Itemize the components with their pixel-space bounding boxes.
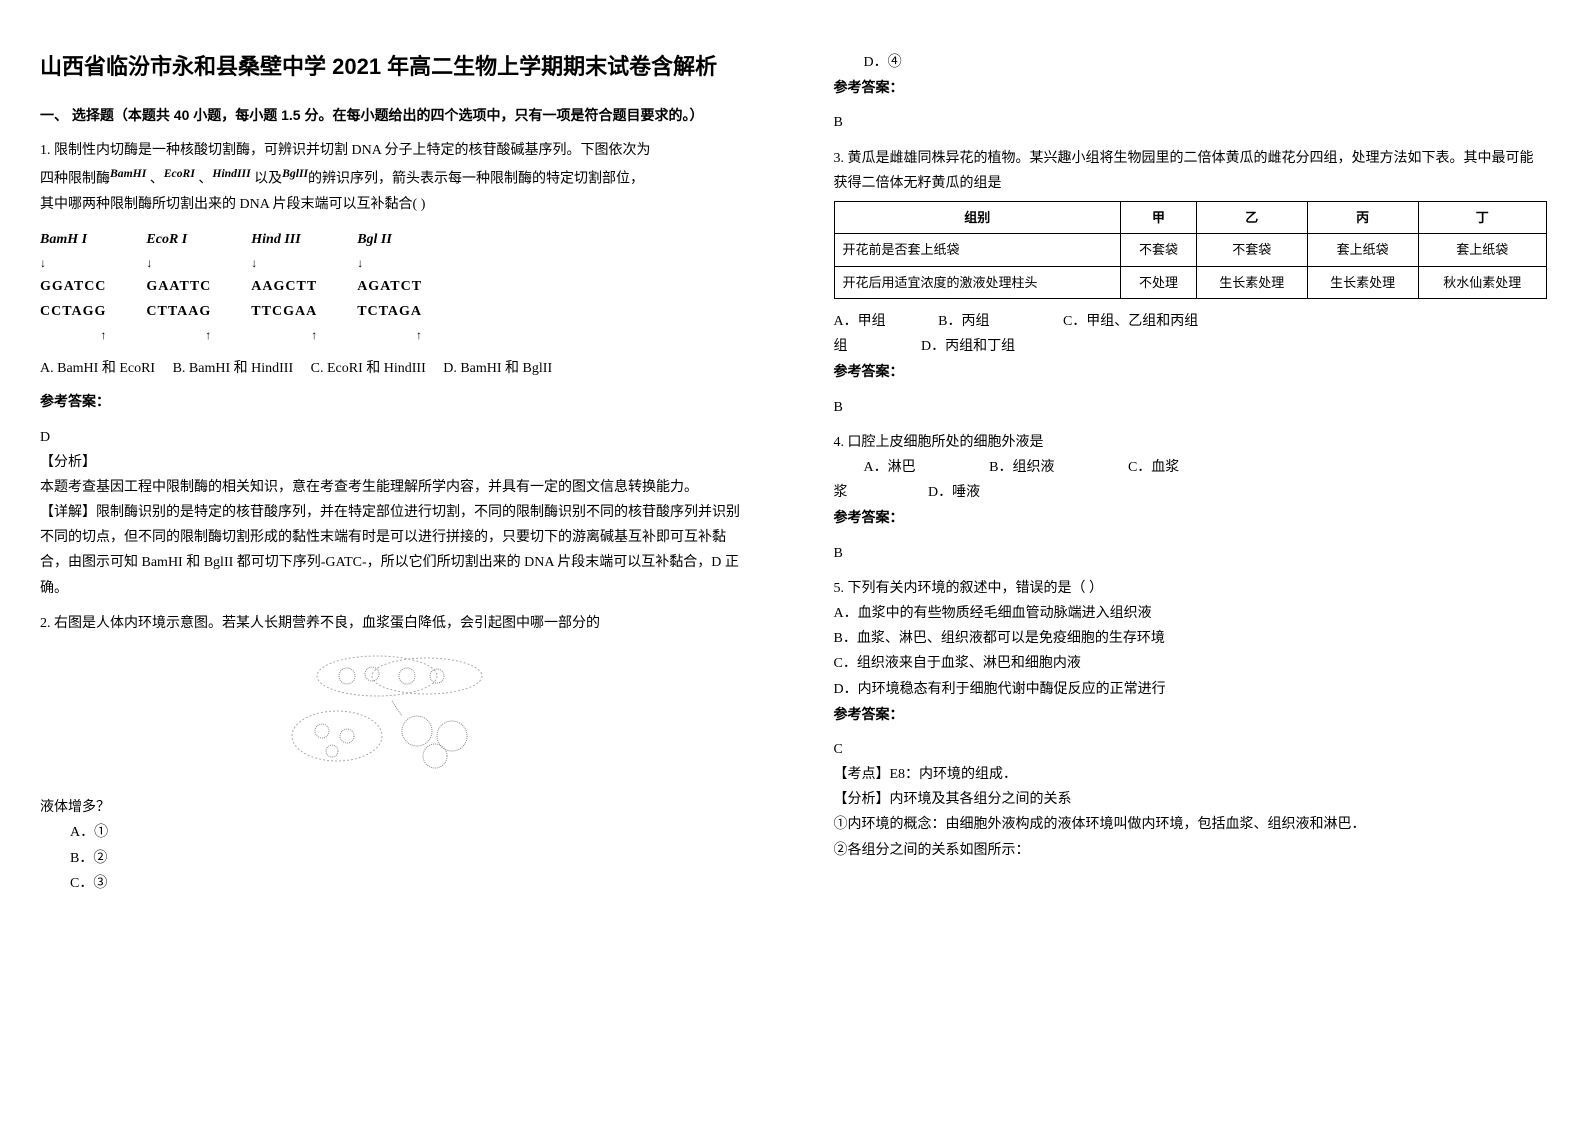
arrow-up-icon: ↑ (146, 325, 211, 347)
paper-title: 山西省临汾市永和县桑壁中学 2021 年高二生物上学期期末试卷含解析 (40, 50, 754, 83)
q1-opt-b: B. BamHI 和 HindIII (173, 361, 294, 376)
arrow-up-icon: ↑ (357, 325, 422, 347)
arrow-up-icon: ↑ (251, 325, 317, 347)
q5-p1: ①内环境的概念：由细胞外液构成的液体环境叫做内环境，包括血浆、组织液和淋巴． (834, 812, 1548, 837)
q3-opt-d: D．丙组和丁组 (921, 339, 1015, 354)
q5-opt-a: A．血浆中的有些物质经毛细血管动脉端进入组织液 (834, 601, 1548, 626)
q3-answer: B (834, 395, 1548, 420)
q2-options: A．① B．② C．③ (40, 820, 754, 896)
q1-opt-c: C. EcoRI 和 HindIII (311, 361, 426, 376)
q5-kaodian: 【考点】E8：内环境的组成． (834, 762, 1548, 787)
th-1: 甲 (1121, 201, 1197, 233)
q1-opt-d: D. BamHI 和 BglII (443, 361, 552, 376)
q1-text1: 1. 限制性内切酶是一种核酸切割酶，可辨识并切割 DNA 分子上特定的核苷酸碱基… (40, 138, 754, 163)
q3-answer-label: 参考答案： (834, 359, 1548, 384)
q5-text: 5. 下列有关内环境的叙述中，错误的是（ ） (834, 576, 1548, 601)
question-5: 5. 下列有关内环境的叙述中，错误的是（ ） A．血浆中的有些物质经毛细血管动脉… (834, 576, 1548, 863)
left-column: 山西省临汾市永和县桑壁中学 2021 年高二生物上学期期末试卷含解析 一、 选择… (0, 0, 794, 1122)
q4-options: A．淋巴 B．组织液 C．血浆 (834, 455, 1548, 480)
q1-options: A. BamHI 和 EcoRI B. BamHI 和 HindIII C. E… (40, 356, 754, 381)
enzyme-diagram: BamH I ↓ GGATCC CCTAGG ↑ EcoR I ↓ GAATTC… (40, 227, 754, 346)
question-3: 3. 黄瓜是雌雄同株异花的植物。某兴趣小组将生物园里的二倍体黄瓜的雌花分四组，处… (834, 146, 1548, 420)
q1-analysis-label: 【分析】 (40, 450, 754, 475)
q1-opt-a: A. BamHI 和 EcoRI (40, 361, 155, 376)
table-row: 开花前是否套上纸袋 不套袋 不套袋 套上纸袋 套上纸袋 (834, 234, 1547, 266)
q2-text: 2. 右图是人体内环境示意图。若某人长期营养不良，血浆蛋白降低，会引起图中哪一部… (40, 611, 754, 636)
q5-answer: C (834, 737, 1548, 762)
q4-answer-label: 参考答案： (834, 505, 1548, 530)
enzyme-col-1: EcoR I ↓ GAATTC CTTAAG ↑ (146, 227, 211, 346)
q1-text4: 其中哪两种限制酶所切割出来的 DNA 片段末端可以互补黏合( ) (40, 192, 754, 217)
q3-opt-b: B．丙组 (938, 314, 989, 329)
question-4: 4. 口腔上皮细胞所处的细胞外液是 A．淋巴 B．组织液 C．血浆 浆 D．唾液… (834, 430, 1548, 566)
q2-opt-d: D．④ (834, 50, 1548, 75)
q2-opt-a: A．① (70, 820, 754, 845)
q1-detail: 【详解】限制酶识别的是特定的核苷酸序列，并在特定部位进行切割，不同的限制酶识别不… (40, 500, 754, 601)
q4-answer: B (834, 541, 1548, 566)
q4-options-2: 浆 D．唾液 (834, 480, 1548, 505)
table-row: 组别 甲 乙 丙 丁 (834, 201, 1547, 233)
cell-diagram-icon (277, 646, 517, 776)
arrow-down-icon: ↓ (357, 253, 422, 275)
q5-fenxi: 【分析】内环境及其各组分之间的关系 (834, 787, 1548, 812)
q1-answer: D (40, 425, 754, 450)
q5-opt-c: C．组织液来自于血浆、淋巴和细胞内液 (834, 651, 1548, 676)
enzyme-col-3: Bgl II ↓ AGATCT TCTAGA ↑ (357, 227, 422, 346)
q4-opt-d: D．唾液 (928, 485, 980, 500)
table-row: 开花后用适宜浓度的激液处理柱头 不处理 生长素处理 生长素处理 秋水仙素处理 (834, 266, 1547, 298)
arrow-down-icon: ↓ (146, 253, 211, 275)
q5-opt-d: D．内环境稳态有利于细胞代谢中酶促反应的正常进行 (834, 677, 1548, 702)
q3-table: 组别 甲 乙 丙 丁 开花前是否套上纸袋 不套袋 不套袋 套上纸袋 套上纸袋 开… (834, 201, 1548, 299)
q5-answer-label: 参考答案： (834, 702, 1548, 727)
section-heading: 一、 选择题（本题共 40 小题，每小题 1.5 分。在每小题给出的四个选项中，… (40, 103, 754, 128)
q2-figure (40, 646, 754, 785)
arrow-up-icon: ↑ (40, 325, 106, 347)
arrow-down-icon: ↓ (251, 253, 317, 275)
question-1: 1. 限制性内切酶是一种核酸切割酶，可辨识并切割 DNA 分子上特定的核苷酸碱基… (40, 138, 754, 601)
th-4: 丁 (1418, 201, 1546, 233)
q2-opt-b: B．② (70, 846, 754, 871)
q1-text2: 四种限制酶BamHI 、EcoRI 、HindIII 以及BglII的辨识序列，… (40, 163, 754, 192)
th-3: 丙 (1307, 201, 1418, 233)
q2-opt-c: C．③ (70, 871, 754, 896)
q5-p2: ②各组分之间的关系如图所示： (834, 838, 1548, 863)
question-2: 2. 右图是人体内环境示意图。若某人长期营养不良，血浆蛋白降低，会引起图中哪一部… (40, 611, 754, 896)
th-0: 组别 (834, 201, 1121, 233)
q3-text: 3. 黄瓜是雌雄同株异花的植物。某兴趣小组将生物园里的二倍体黄瓜的雌花分四组，处… (834, 146, 1548, 196)
q4-text: 4. 口腔上皮细胞所处的细胞外液是 (834, 430, 1548, 455)
right-column: D．④ 参考答案： B 3. 黄瓜是雌雄同株异花的植物。某兴趣小组将生物园里的二… (794, 0, 1587, 1122)
q3-options: A．甲组 B．丙组 C．甲组、乙组和丙组 (834, 309, 1548, 334)
q4-opt-c: C．血浆 (1128, 460, 1179, 475)
q2-answer: B (834, 110, 1548, 135)
q2-answer-label: 参考答案： (834, 75, 1548, 100)
arrow-down-icon: ↓ (40, 253, 106, 275)
th-2: 乙 (1196, 201, 1307, 233)
q1-answer-label: 参考答案： (40, 389, 754, 414)
q3-opt-c: C．甲组、乙组和丙组 (1063, 314, 1198, 329)
enzyme-col-2: Hind III ↓ AAGCTT TTCGAA ↑ (251, 227, 317, 346)
q3-opt-a: A．甲组 (834, 314, 886, 329)
q1-analysis: 本题考查基因工程中限制酶的相关知识，意在考查考生能理解所学内容，并具有一定的图文… (40, 475, 754, 500)
q2-text-cont: 液体增多？ (40, 795, 754, 820)
q3-options-2: 组 D．丙组和丁组 (834, 334, 1548, 359)
enzyme-col-0: BamH I ↓ GGATCC CCTAGG ↑ (40, 227, 106, 346)
q5-opt-b: B．血浆、淋巴、组织液都可以是免疫细胞的生存环境 (834, 626, 1548, 651)
q4-opt-a: A．淋巴 (864, 460, 916, 475)
q4-opt-b: B．组织液 (989, 460, 1054, 475)
